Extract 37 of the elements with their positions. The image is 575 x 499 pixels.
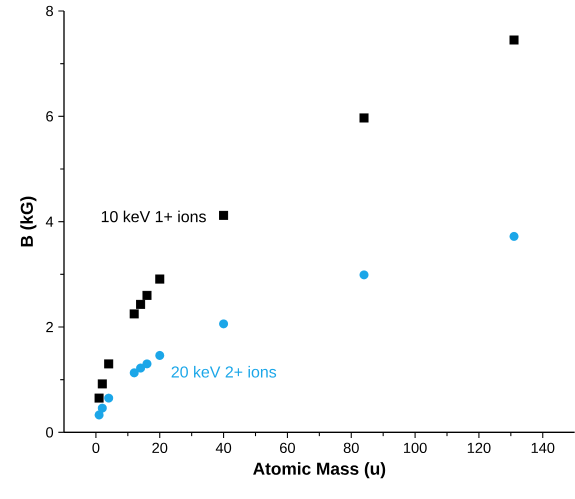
y-tick-label: 4 bbox=[46, 216, 54, 227]
point bbox=[94, 394, 104, 403]
point bbox=[219, 319, 228, 328]
x-tick-label: 20 bbox=[152, 442, 168, 454]
y-tick-label: 8 bbox=[46, 6, 53, 16]
point bbox=[155, 274, 164, 284]
x-tick-label: 60 bbox=[280, 442, 295, 454]
point bbox=[136, 300, 146, 309]
point bbox=[104, 359, 114, 368]
point bbox=[94, 410, 104, 420]
y-tick-label: 2 bbox=[46, 322, 53, 332]
point bbox=[98, 379, 107, 388]
x-tick-label: 0 bbox=[92, 442, 100, 454]
x-tick-label: 120 bbox=[468, 442, 491, 454]
point bbox=[104, 394, 114, 403]
point bbox=[360, 270, 369, 280]
series-label: 10 keV 1+ ions bbox=[102, 210, 206, 222]
point bbox=[98, 404, 107, 413]
series-label: 20 keV 2+ ions bbox=[172, 366, 276, 378]
point bbox=[130, 368, 139, 378]
y-axis-title: B (kG) bbox=[20, 196, 36, 246]
point bbox=[510, 232, 519, 241]
y-tick-label: 0 bbox=[46, 427, 54, 438]
y-tick-label: 6 bbox=[46, 111, 53, 122]
x-axis-title: Atomic Mass (u) bbox=[253, 462, 386, 478]
point bbox=[155, 350, 164, 360]
point bbox=[219, 210, 228, 220]
x-tick-label: 40 bbox=[216, 442, 232, 454]
x-tick-label: 140 bbox=[532, 442, 554, 454]
point bbox=[130, 309, 139, 318]
x-tick-label: 100 bbox=[404, 442, 427, 454]
point bbox=[360, 113, 369, 122]
point bbox=[142, 290, 152, 300]
point bbox=[136, 364, 146, 373]
x-tick-label: 80 bbox=[344, 442, 359, 454]
point bbox=[142, 359, 152, 368]
point bbox=[510, 35, 519, 44]
